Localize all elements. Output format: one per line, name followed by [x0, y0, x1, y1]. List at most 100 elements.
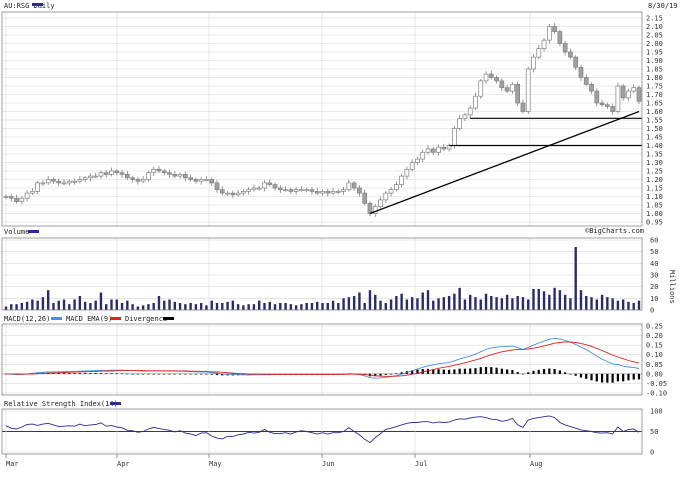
candle-body — [98, 172, 104, 177]
candle-body — [140, 179, 146, 182]
candle-body — [130, 177, 135, 180]
volume-bar — [542, 291, 546, 310]
price-tick-label: 1.20 — [646, 176, 663, 184]
candle-body — [299, 189, 304, 192]
candle-body — [82, 177, 88, 180]
volume-tick-label: 50 — [650, 248, 658, 256]
candle-body — [72, 180, 77, 183]
volume-bar — [10, 304, 13, 310]
candle-body — [473, 95, 478, 109]
volume-panel: Volume 0 10 20 30 40 50 60 Millions — [1, 228, 676, 315]
volume-bar — [189, 303, 192, 310]
divergence-bar — [142, 373, 145, 375]
volume-bar — [553, 287, 556, 310]
divergence-bar — [62, 373, 66, 374]
candle-body — [288, 189, 294, 192]
price-tick-label: 2.05 — [646, 32, 663, 40]
divergence-bar — [89, 373, 92, 374]
volume-frame — [1, 237, 643, 311]
candle-body — [383, 192, 389, 201]
divergence-bar — [558, 370, 561, 374]
volume-bar — [221, 303, 224, 310]
price-tick-label: 1.70 — [646, 91, 663, 99]
volume-bar — [548, 294, 551, 310]
price-grid — [2, 12, 642, 226]
volume-bar — [421, 292, 424, 310]
candle-body — [119, 172, 125, 175]
divergence-bar — [395, 373, 398, 374]
volume-bar — [463, 299, 467, 310]
candle-body — [362, 192, 368, 204]
volume-bar — [500, 298, 504, 310]
candle-body — [172, 174, 178, 177]
candle-body — [304, 189, 310, 192]
volume-bar — [68, 304, 71, 310]
candle-body — [404, 168, 410, 177]
divergence-bar — [453, 369, 456, 374]
divergence-bar — [189, 373, 192, 375]
volume-bar — [83, 301, 87, 310]
trendline — [369, 110, 640, 215]
candle-body — [267, 182, 273, 185]
divergence-bar — [163, 373, 166, 375]
x-tick-label: Jul — [415, 460, 428, 468]
volume-bar — [231, 300, 235, 310]
x-tick-label: Aug — [530, 460, 543, 468]
divergence-bar — [147, 373, 150, 375]
volume-bar — [194, 304, 198, 310]
volume-bar — [505, 294, 509, 310]
price-tick-label: 1.10 — [646, 193, 663, 201]
price-tick-label: 2.10 — [646, 23, 663, 31]
candle-body — [620, 85, 626, 99]
candle-body — [61, 182, 67, 185]
candle-body — [330, 191, 336, 194]
divergence-bar — [495, 367, 498, 374]
candle-body — [436, 146, 441, 153]
candle-body — [494, 77, 499, 82]
candle-body — [151, 168, 157, 174]
divergence-bar — [184, 373, 187, 375]
price-tick-label: 1.25 — [646, 168, 663, 176]
candle-body — [589, 83, 594, 92]
candle-body — [367, 202, 373, 214]
candle-body — [357, 187, 362, 194]
price-tick-label: 1.65 — [646, 100, 663, 108]
candle-body — [35, 182, 41, 192]
candle-body — [309, 189, 315, 192]
divergence-bar — [637, 373, 641, 380]
candle-body — [568, 51, 573, 58]
volume-bar — [595, 299, 598, 310]
divergence-bar — [374, 373, 377, 377]
price-panel: AU:RSG Daily 8/30/19 0.951.001.051.101.1… — [1, 2, 678, 235]
candle-body — [188, 177, 193, 180]
candle-body — [124, 174, 130, 179]
candle-body — [594, 90, 600, 104]
candle-body — [409, 162, 415, 170]
rsi-grid — [2, 409, 642, 454]
divergence-legend-label: Divergence — [125, 315, 167, 323]
candle-body — [8, 196, 14, 199]
volume-bar — [300, 304, 303, 310]
volume-bar — [268, 301, 271, 310]
volume-bar — [215, 303, 219, 310]
divergence-bar — [590, 373, 593, 381]
volume-bar — [94, 300, 97, 310]
divergence-bar — [606, 373, 609, 383]
candle-body — [578, 66, 584, 78]
divergence-bar — [194, 373, 197, 375]
divergence-bar — [479, 367, 482, 374]
divergence-bar — [490, 367, 493, 374]
volume-bar — [437, 298, 440, 310]
divergence-bar — [506, 369, 509, 374]
divergence-bar — [548, 368, 551, 374]
candle-body — [320, 191, 325, 194]
volume-bar — [115, 299, 118, 310]
candle-body — [135, 179, 141, 182]
candle-body — [420, 151, 426, 160]
candle-body — [552, 26, 557, 32]
rsi-panel-title: Relative Strength Index(14) — [4, 400, 118, 408]
volume-bar — [321, 303, 324, 310]
rsi-line — [5, 415, 640, 444]
volume-bar — [126, 300, 129, 310]
price-tick-label: 1.95 — [646, 49, 663, 57]
